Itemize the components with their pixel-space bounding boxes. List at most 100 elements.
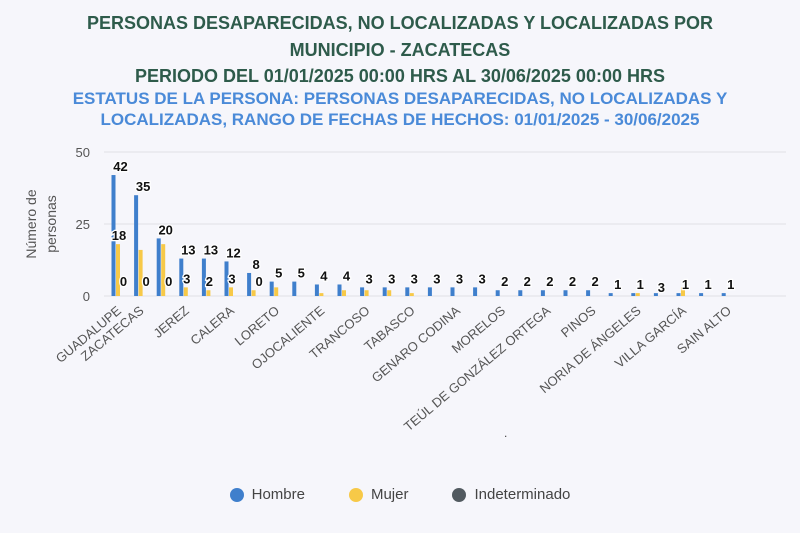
data-label-hombre-7: 5 (275, 266, 282, 281)
data-label-hombre-26: 1 (704, 277, 711, 292)
bar-hombre-17 (495, 290, 500, 296)
bar-mujer-2 (161, 244, 166, 296)
x-tick-label: JEREZ (151, 303, 192, 341)
bar-hombre-16 (473, 287, 478, 296)
bar-mujer-1 (138, 249, 143, 296)
bar-hombre-21 (586, 290, 591, 296)
bar-hombre-3 (179, 258, 184, 296)
bar-hombre-15 (450, 287, 455, 296)
data-label-hombre-11: 3 (365, 271, 372, 286)
data-label-indeterminado-2: 0 (165, 274, 172, 289)
bar-mujer-5 (229, 287, 233, 296)
bar-mujer-9 (319, 293, 324, 296)
bar-hombre-25 (676, 293, 681, 296)
data-label-mujer-0: 18 (112, 228, 126, 243)
bar-hombre-22 (608, 293, 613, 296)
chart-legend: Hombre Mujer Indeterminado (0, 486, 800, 503)
x-tick-label: PINOS (558, 303, 599, 341)
bar-hombre-9 (314, 284, 319, 296)
bar-mujer-23 (635, 293, 640, 296)
data-label-mujer-24: 3 (658, 280, 665, 295)
bar-hombre-7 (269, 281, 274, 296)
legend-item-mujer[interactable]: Mujer (348, 486, 409, 503)
bar-hombre-20 (563, 290, 568, 296)
data-label-hombre-27: 1 (727, 277, 734, 292)
data-label-hombre-25: 1 (682, 277, 689, 292)
data-label-hombre-19: 2 (546, 274, 553, 289)
data-label-hombre-9: 4 (320, 268, 328, 283)
legend-swatch-hombre (229, 487, 244, 502)
bar-mujer-7 (274, 287, 279, 296)
bar-mujer-3 (183, 287, 188, 296)
bar-hombre-23 (631, 293, 636, 296)
stray-dot: . (504, 426, 508, 440)
data-label-mujer-3: 3 (183, 271, 190, 286)
subtitle-line-1: ESTATUS DE LA PERSONA: PERSONAS DESAPARE… (72, 89, 728, 108)
data-label-hombre-4: 13 (204, 243, 218, 258)
data-label-hombre-13: 3 (411, 271, 418, 286)
data-label-indeterminado-1: 0 (142, 274, 149, 289)
bar-hombre-24 (653, 293, 658, 296)
bar-mujer-13 (409, 293, 414, 296)
data-label-hombre-6: 8 (252, 257, 259, 272)
bar-hombre-12 (382, 287, 387, 296)
legend-swatch-mujer (348, 487, 363, 502)
subtitle-line-2: LOCALIZADAS, RANGO DE FECHAS DE HECHOS: … (100, 110, 700, 129)
data-label-hombre-17: 2 (501, 274, 508, 289)
data-label-hombre-1: 35 (136, 179, 150, 194)
y-tick-label: 0 (83, 289, 90, 304)
data-label-mujer-4: 2 (206, 274, 213, 289)
bar-hombre-10 (337, 284, 342, 296)
bar-hombre-14 (427, 287, 432, 296)
bar-hombre-0 (111, 175, 116, 296)
y-tick-label: 25 (76, 217, 90, 232)
data-label-indeterminado-0: 0 (120, 274, 127, 289)
bar-hombre-11 (360, 287, 365, 296)
legend-label-hombre: Hombre (251, 486, 305, 503)
bar-hombre-8 (292, 281, 297, 296)
bar-mujer-12 (387, 290, 392, 296)
bar-mujer-10 (342, 290, 346, 296)
data-label-hombre-5: 12 (226, 245, 240, 260)
x-tick-label: CALERA (187, 303, 237, 348)
data-label-hombre-3: 13 (181, 243, 195, 258)
data-label-hombre-22: 1 (614, 277, 621, 292)
bar-mujer-11 (364, 290, 369, 296)
bar-mujer-4 (206, 290, 211, 296)
data-label-hombre-8: 5 (298, 266, 305, 281)
legend-label-indeterminado: Indeterminado (474, 486, 571, 503)
title-line-3: PERIODO DEL 01/01/2025 00:00 HRS AL 30/0… (135, 66, 665, 86)
chart-titles: PERSONAS DESAPARECIDAS, NO LOCALIZADAS Y… (0, 10, 800, 130)
bar-hombre-1 (134, 195, 139, 296)
data-label-mujer-5: 3 (228, 271, 235, 286)
legend-swatch-indeterminado (452, 487, 467, 502)
data-label-hombre-12: 3 (388, 271, 395, 286)
data-label-indeterminado-6: 0 (255, 274, 262, 289)
y-tick-label: 50 (76, 145, 90, 160)
data-label-hombre-2: 20 (158, 222, 172, 237)
bar-hombre-13 (405, 287, 410, 296)
data-label-hombre-23: 1 (637, 277, 644, 292)
bar-hombre-6 (247, 272, 252, 296)
data-label-hombre-18: 2 (524, 274, 531, 289)
data-label-hombre-16: 3 (478, 271, 485, 286)
data-label-hombre-20: 2 (569, 274, 576, 289)
bar-hombre-5 (224, 261, 229, 296)
legend-item-indeterminado[interactable]: Indeterminado (452, 486, 570, 503)
legend-label-mujer: Mujer (370, 486, 409, 503)
bar-hombre-27 (721, 293, 726, 296)
title-line-1: PERSONAS DESAPARECIDAS, NO LOCALIZADAS Y… (86, 13, 714, 33)
y-axis-label: Número de personas (23, 189, 59, 258)
bar-hombre-26 (699, 293, 704, 296)
data-label-hombre-14: 3 (433, 271, 440, 286)
bar-hombre-19 (540, 290, 545, 296)
legend-item-hombre[interactable]: Hombre (229, 486, 305, 503)
bar-hombre-4 (201, 258, 206, 296)
data-label-hombre-21: 2 (591, 274, 598, 289)
bar-mujer-0 (116, 244, 120, 296)
bar-hombre-18 (518, 290, 523, 296)
data-label-hombre-15: 3 (456, 271, 463, 286)
data-label-hombre-10: 4 (343, 268, 351, 283)
bar-mujer-25 (681, 287, 685, 296)
